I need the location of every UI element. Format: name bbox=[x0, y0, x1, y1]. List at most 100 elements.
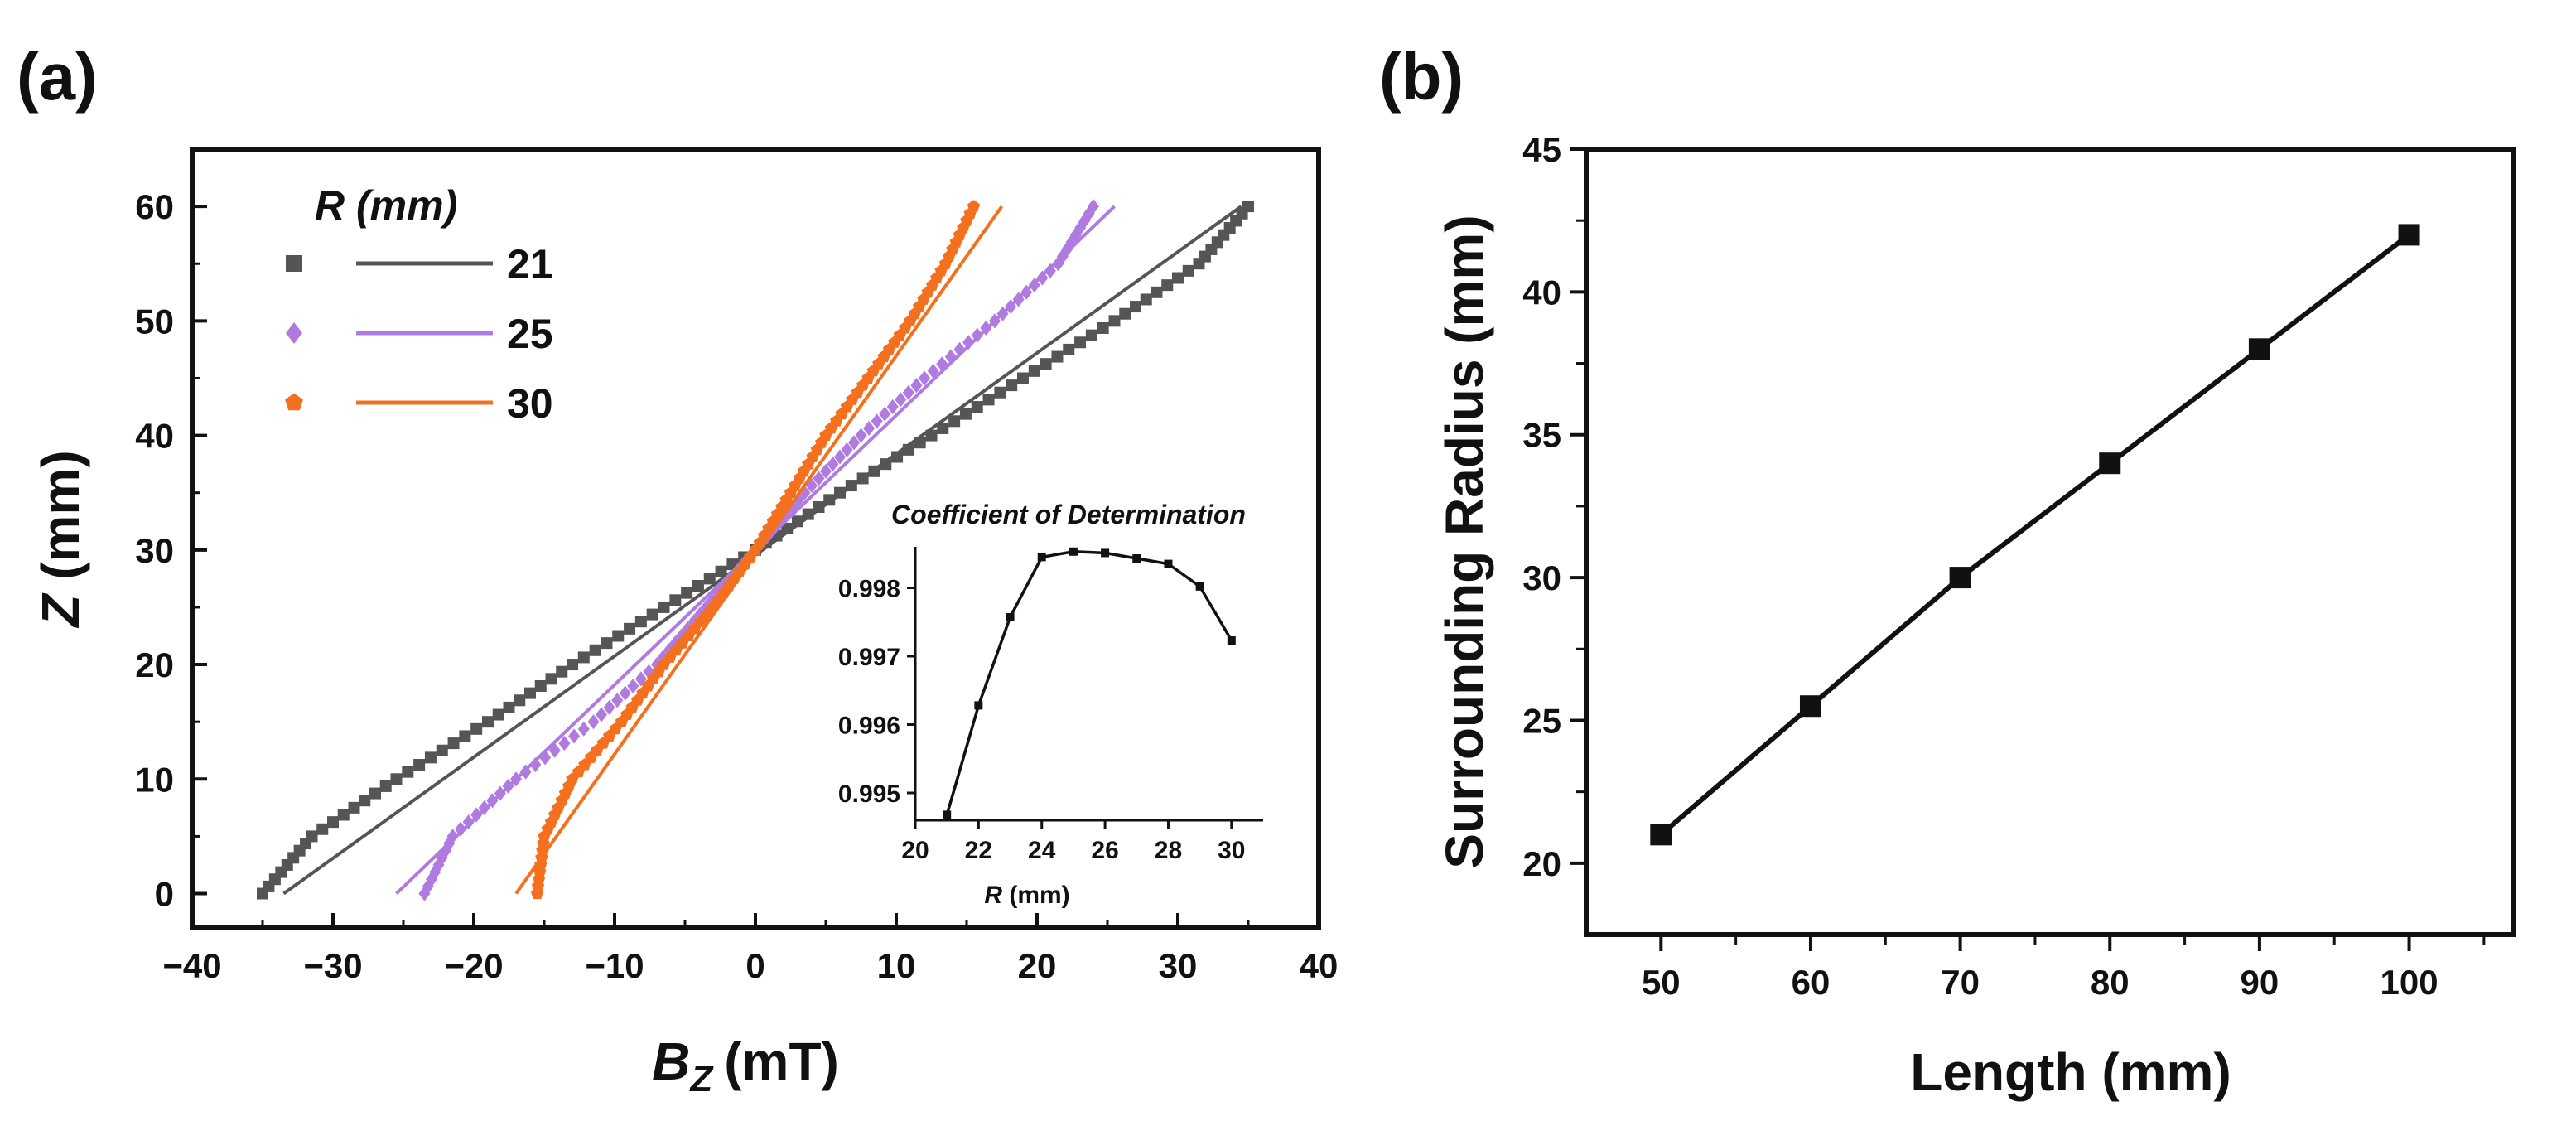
data-point-r25 bbox=[841, 442, 853, 457]
data-point-r21 bbox=[1140, 293, 1152, 306]
data-point-r21 bbox=[470, 722, 483, 735]
data-point-r21 bbox=[692, 580, 704, 592]
data-point-r25 bbox=[820, 463, 832, 479]
panel-b-label: (b) bbox=[1379, 40, 1464, 114]
data-point-r21 bbox=[514, 694, 526, 707]
data-point-r21 bbox=[369, 787, 381, 800]
data-point bbox=[1799, 695, 1821, 718]
data-point-r25 bbox=[694, 606, 707, 622]
inset-y-tick-label: 0.998 bbox=[838, 576, 900, 603]
data-point-r30 bbox=[967, 200, 981, 212]
data-point-r21 bbox=[669, 594, 682, 606]
data-point-r25 bbox=[848, 435, 860, 451]
x-tick-label: −40 bbox=[162, 946, 221, 985]
data-point-r21 bbox=[1119, 307, 1131, 320]
data-point-r25 bbox=[944, 349, 957, 365]
data-point-r21 bbox=[348, 801, 360, 814]
data-point-r21 bbox=[681, 587, 693, 599]
data-point-r25 bbox=[1044, 263, 1056, 278]
y-tick-label: 30 bbox=[135, 531, 174, 570]
data-point-r21 bbox=[959, 408, 972, 420]
inset-point bbox=[943, 810, 952, 819]
data-point-r21 bbox=[503, 701, 515, 713]
data-point-r21 bbox=[545, 673, 557, 685]
data-point-r25 bbox=[996, 306, 1009, 321]
inset-point bbox=[1101, 548, 1110, 558]
data-point-r25 bbox=[596, 707, 608, 722]
data-point-r25 bbox=[446, 829, 459, 844]
data-point-r21 bbox=[1097, 321, 1109, 334]
data-point-r21 bbox=[612, 630, 625, 642]
inset-x-tick-label: 24 bbox=[1028, 837, 1056, 864]
data-point-r21 bbox=[1074, 336, 1087, 349]
data-point-r21 bbox=[413, 759, 426, 771]
data-point-r21 bbox=[327, 816, 339, 829]
data-point-r25 bbox=[603, 699, 615, 715]
data-point-r21 bbox=[402, 766, 414, 778]
data-point-r25 bbox=[426, 872, 437, 887]
data-point-r25 bbox=[470, 807, 483, 823]
inset-plot: Coefficient of Determination R (mm) 20 22… bbox=[838, 500, 1263, 909]
inset-x-tick-label: 30 bbox=[1218, 837, 1245, 864]
data-point-r21 bbox=[982, 394, 995, 406]
panel-b-y-label: Surrounding Radius (mm) bbox=[1435, 215, 1494, 868]
inset-point bbox=[1069, 547, 1078, 556]
data-point-r21 bbox=[891, 451, 904, 463]
x-tick-label: 30 bbox=[1159, 946, 1198, 985]
data-point-r21 bbox=[1006, 379, 1018, 392]
data-point-r25 bbox=[700, 599, 712, 616]
legend-marker-r30 bbox=[285, 393, 303, 411]
inset-x-tick-label: 22 bbox=[965, 837, 992, 864]
data-point-r25 bbox=[455, 821, 467, 837]
data-point-r25 bbox=[462, 814, 475, 830]
data-point-r25 bbox=[936, 356, 948, 372]
data-point-r25 bbox=[927, 363, 939, 379]
x-tick-label: 90 bbox=[2241, 963, 2279, 1002]
data-point-r21 bbox=[856, 472, 869, 485]
data-point-r25 bbox=[1020, 284, 1033, 300]
inset-x-tick-label: 28 bbox=[1155, 837, 1182, 864]
data-point-r25 bbox=[502, 778, 514, 795]
data-point-r21 bbox=[845, 480, 857, 492]
data-point-r25 bbox=[587, 714, 600, 730]
legend-marker-r21 bbox=[286, 255, 302, 272]
panel-a-x-label: BZ (mT) bbox=[652, 1032, 839, 1099]
data-point-r21 bbox=[634, 616, 647, 628]
panel-b-x-label: Length (mm) bbox=[1910, 1042, 2231, 1102]
panel-b-frame bbox=[1584, 147, 2516, 937]
data-point-r21 bbox=[390, 773, 403, 785]
data-point-r21 bbox=[937, 422, 949, 434]
inset-point bbox=[1227, 636, 1236, 645]
y-tick-label: 45 bbox=[1522, 130, 1561, 169]
data-point-r25 bbox=[486, 793, 499, 809]
inset-point bbox=[1195, 582, 1204, 591]
x-tick-label: 50 bbox=[1642, 963, 1681, 1002]
data-point-r25 bbox=[558, 735, 571, 751]
inset-y-tick-label: 0.997 bbox=[838, 644, 900, 671]
data-point-r21 bbox=[436, 744, 448, 756]
data-point-r21 bbox=[1063, 343, 1075, 355]
data-point bbox=[1650, 824, 1672, 846]
data-point-r21 bbox=[577, 651, 590, 664]
y-tick-label: 50 bbox=[135, 302, 174, 341]
data-point bbox=[1949, 567, 1971, 589]
panel-a-plot: −40 −30 −20 −10 0 10 20 30 40 0 10 20 30 40 50 60 bbox=[135, 147, 1338, 985]
data-point-r21 bbox=[802, 508, 814, 520]
y-tick-label: 60 bbox=[135, 187, 174, 226]
data-point-r25 bbox=[813, 471, 825, 486]
data-point-r21 bbox=[482, 716, 494, 728]
data-point-r25 bbox=[1012, 292, 1025, 307]
data-point-r25 bbox=[871, 413, 883, 429]
data-point-r25 bbox=[1036, 270, 1049, 286]
y-tick-label: 20 bbox=[135, 645, 174, 684]
data-point-r25 bbox=[1074, 220, 1087, 236]
data-point-r25 bbox=[989, 313, 1001, 329]
data-point bbox=[2099, 452, 2121, 475]
fit-line-r21 bbox=[282, 205, 1242, 896]
x-tick-label: 0 bbox=[745, 946, 765, 985]
legend-title: R (mm) bbox=[315, 182, 457, 229]
x-tick-label: −10 bbox=[585, 946, 644, 985]
legend-label-r30: 30 bbox=[507, 380, 553, 427]
inset-line bbox=[945, 550, 1233, 815]
data-point-r25 bbox=[910, 378, 923, 394]
